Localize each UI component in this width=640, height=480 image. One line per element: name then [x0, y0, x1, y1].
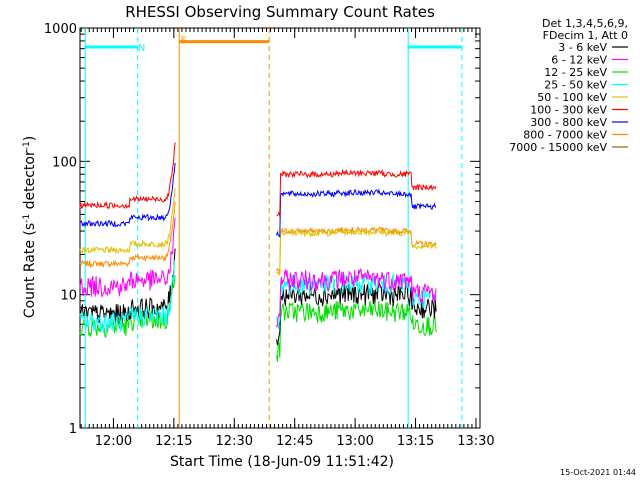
x-tick-label: 12:15 [155, 434, 192, 449]
series-line [276, 283, 437, 345]
x-tick-label: 12:45 [276, 434, 313, 449]
legend-entry: 50 - 100 keV [537, 91, 628, 104]
x-tick-label: 13:30 [457, 434, 494, 449]
legend-entry: 7000 - 15000 keV [509, 141, 628, 154]
footer-date: 15-Oct-2021 01:44 [560, 468, 636, 477]
legend-entry-label: 25 - 50 keV [544, 79, 607, 92]
y-tick-label: 1 [69, 422, 77, 437]
y-axis-label: Count Rate (s-1 detector-1) [22, 136, 38, 318]
series-line [79, 248, 176, 325]
chart-title: RHESSI Observing Summary Count Rates [125, 3, 435, 21]
legend-entry: 6 - 12 keV [551, 54, 628, 67]
annotation-label: N [138, 43, 145, 54]
plot-area [79, 27, 481, 429]
legend-header-line-2: FDecim 1, Att 0 [543, 29, 628, 42]
series-line [276, 298, 437, 362]
legend-entry: 3 - 6 keV [558, 41, 628, 54]
y-tick-label: 10 [60, 289, 77, 304]
legend-entry: 100 - 300 keV [530, 104, 628, 117]
annotation-label: S [181, 35, 187, 46]
y-tick-label: 1000 [44, 22, 77, 37]
x-tick-label: 13:00 [336, 434, 373, 449]
legend-entry-label: 7000 - 15000 keV [509, 141, 607, 154]
legend-entry-label: 6 - 12 keV [551, 54, 607, 67]
series-line [79, 201, 176, 269]
series-line [276, 272, 437, 329]
x-tick-label: 12:30 [216, 434, 253, 449]
x-tick-label: 13:15 [397, 434, 434, 449]
series-line [276, 228, 437, 276]
series-line [276, 267, 437, 328]
legend-entry-label: 300 - 800 keV [530, 116, 607, 129]
x-tick-label: 12:00 [95, 434, 132, 449]
legend-entry: 300 - 800 keV [530, 116, 628, 129]
legend-entry-label: 3 - 6 keV [558, 41, 607, 54]
plot-frame [79, 27, 481, 429]
legend: Det 1,3,4,5,6,9, FDecim 1, Att 0 3 - 6 k… [509, 17, 628, 154]
series-line [79, 187, 176, 255]
legend-entry: 25 - 50 keV [544, 79, 628, 92]
series-line [79, 260, 176, 333]
series-line [276, 168, 437, 217]
legend-entry-label: 12 - 25 keV [544, 66, 607, 79]
series-line [79, 142, 176, 210]
legend-header-line-1: Det 1,3,4,5,6,9, [542, 17, 628, 30]
legend-entry-label: 100 - 300 keV [530, 104, 607, 117]
series-line [79, 217, 176, 299]
series-line [276, 188, 437, 238]
y-tick-label: 100 [52, 155, 77, 170]
legend-entry-label: 800 - 7000 keV [523, 129, 607, 142]
series-line [79, 162, 176, 228]
x-axis-label: Start Time (18-Jun-09 11:51:42) [170, 454, 394, 470]
legend-entry: 12 - 25 keV [544, 66, 628, 79]
legend-entry: 800 - 7000 keV [523, 129, 628, 142]
legend-entry-label: 50 - 100 keV [537, 91, 607, 104]
